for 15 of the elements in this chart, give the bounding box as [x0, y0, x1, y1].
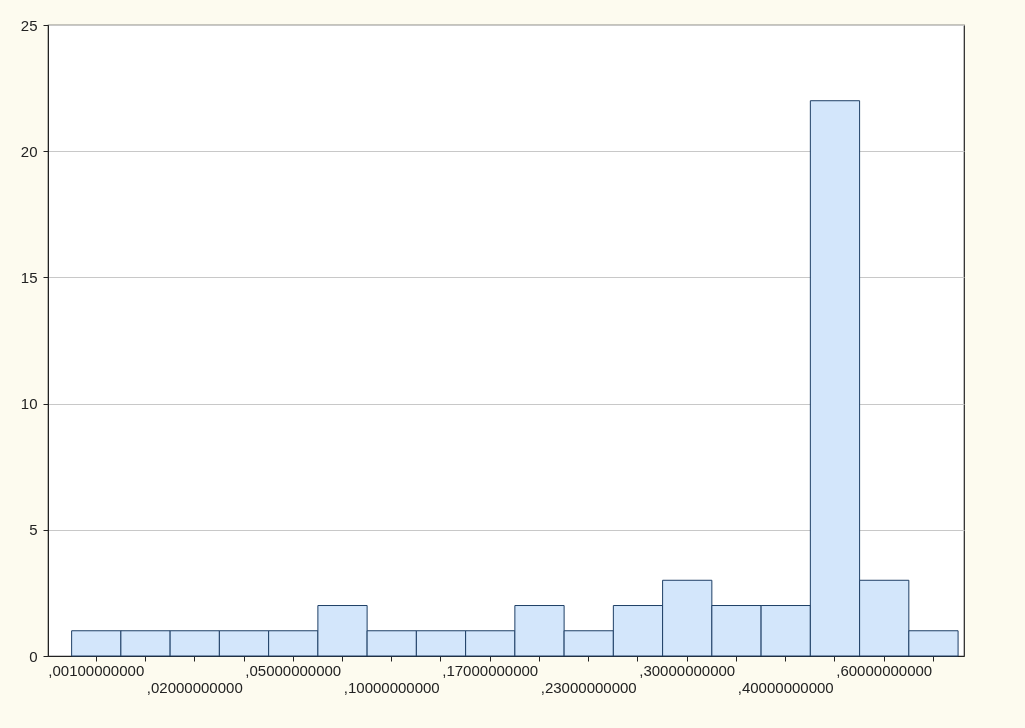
x-tick-label: ,05000000000: [245, 661, 342, 679]
x-tick-label: ,40000000000: [737, 678, 834, 696]
x-tick-label: ,60000000000: [836, 661, 933, 679]
y-tick-label: 25: [20, 16, 38, 34]
x-tick-label: ,23000000000: [540, 678, 637, 696]
x-tick-label: ,30000000000: [639, 661, 736, 679]
x-tick-label: ,10000000000: [343, 678, 440, 696]
x-tick-label: ,17000000000: [442, 661, 539, 679]
y-tick-label: 20: [20, 142, 38, 160]
y-tick-label: 10: [20, 395, 38, 413]
y-tick-label: 15: [20, 268, 38, 286]
x-tick-label: ,02000000000: [146, 678, 243, 696]
y-tick-label: 5: [29, 521, 38, 539]
y-tick-label: 0: [29, 647, 38, 665]
x-tick-label: ,00100000000: [48, 661, 145, 679]
